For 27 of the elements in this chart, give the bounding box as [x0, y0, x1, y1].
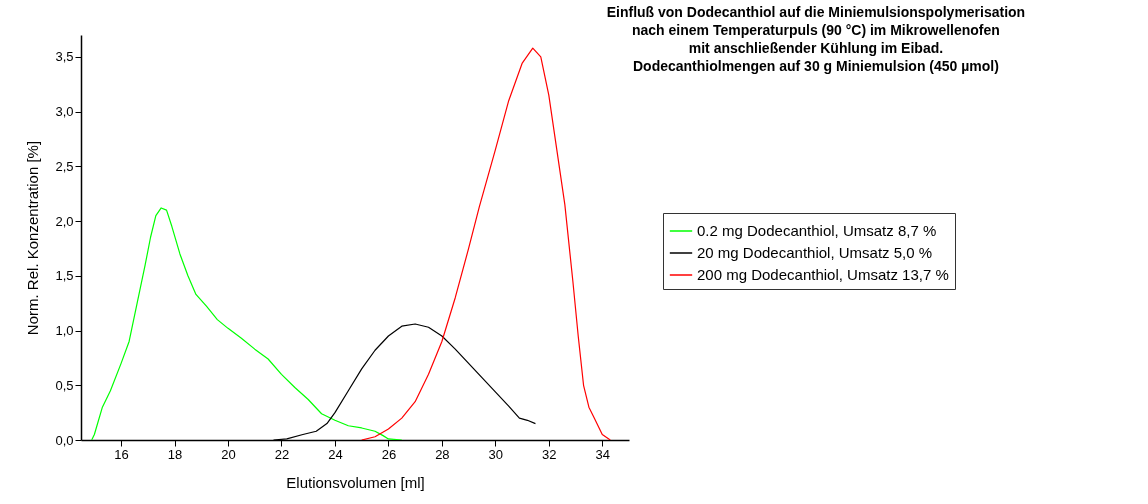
x-tick-label: 18	[167, 446, 183, 462]
x-tick-label: 20	[221, 446, 236, 462]
y-tick-label: 2,5	[55, 158, 74, 174]
x-tick-label: 16	[114, 446, 129, 462]
text: mit anschließender Kühlung im Eibad.	[688, 40, 944, 56]
y-tick-label: 2,0	[55, 213, 74, 229]
y-tick-label: 0,5	[55, 377, 74, 393]
text: nach einem Temperaturpuls (90 °C) im Mikrowellenofen	[631, 22, 1000, 38]
x-tick-label: 24	[328, 446, 343, 462]
y-tick-label: 3,5	[55, 49, 74, 65]
x-axis-title: Elutionsvolumen [ml]	[286, 473, 425, 491]
x-tick-label: 26	[381, 446, 397, 462]
x-tick-label: 22	[274, 446, 290, 462]
legend-label: 0.2 mg Dodecanthiol, Umsatz 8,7 %	[697, 222, 937, 239]
x-tick-label: 30	[488, 446, 504, 462]
y-tick-label: 3,0	[55, 104, 74, 120]
legend-label: 20 mg Dodecanthiol, Umsatz 5,0 %	[697, 244, 933, 261]
y-axis-title: Norm. Rel. Konzentration [%]	[24, 140, 42, 336]
x-tick-label: 34	[595, 446, 610, 462]
text: Einfluß von Dodecanthiol auf die Miniemulsionspolymerisation	[606, 4, 1026, 20]
y-tick-label: 1,5	[55, 268, 74, 284]
y-tick-label: 1,0	[55, 323, 74, 339]
y-tick-label: 0,0	[55, 432, 74, 448]
x-tick-label: 28	[435, 446, 450, 462]
text: Dodecanthiolmengen auf 30 g Miniemulsion (450 µmol)	[632, 58, 999, 74]
x-tick-label: 32	[542, 446, 557, 462]
legend-label: 200 mg Dodecanthiol, Umsatz 13,7 %	[697, 266, 949, 283]
